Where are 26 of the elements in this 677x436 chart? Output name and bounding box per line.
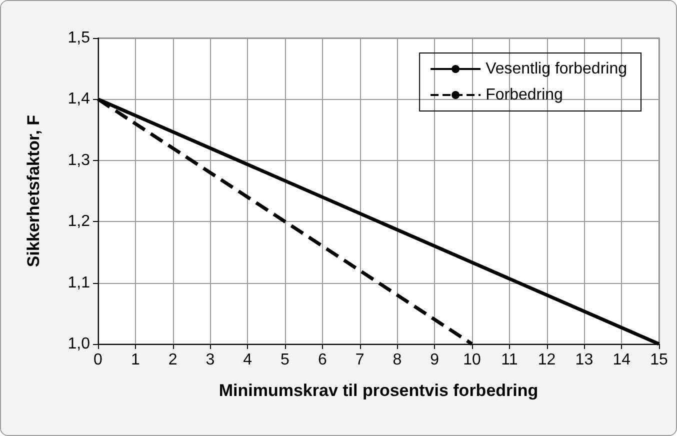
y-axis-title: Sikkerhetsfaktor, F — [24, 114, 43, 268]
y-tick-label: 1,0 — [68, 336, 90, 352]
x-tick-label: 3 — [206, 352, 215, 368]
y-tick-label: 1,2 — [68, 213, 90, 230]
x-tick-label: 9 — [430, 352, 440, 368]
y-tick-label: 1,5 — [68, 30, 90, 46]
x-tick-label: 1 — [130, 352, 140, 368]
x-axis-title: Minimumskrav til prosentvis forbedring — [218, 381, 538, 400]
x-tick-label: 11 — [501, 352, 518, 368]
x-tick-label: 14 — [612, 352, 631, 368]
x-tick-label: 4 — [243, 352, 252, 368]
x-tick-label: 6 — [318, 352, 327, 368]
x-tick-label: 7 — [355, 352, 364, 368]
x-tick-label: 10 — [463, 352, 481, 368]
x-tick-label: 8 — [392, 352, 402, 368]
x-tick-label: 0 — [94, 352, 103, 368]
x-tick-label: 13 — [575, 352, 594, 368]
legend-label: Vesentlig forbedring — [486, 60, 628, 78]
x-tick-label: 15 — [650, 352, 668, 368]
x-tick-label: 12 — [538, 352, 556, 368]
legend-label: Forbedring — [486, 86, 563, 104]
y-tick-label: 1,4 — [68, 90, 90, 108]
x-tick-label: 2 — [168, 352, 178, 368]
y-tick-label: 1,3 — [68, 152, 90, 169]
x-tick-label: 5 — [280, 352, 290, 368]
y-tick-label: 1,1 — [68, 274, 90, 292]
